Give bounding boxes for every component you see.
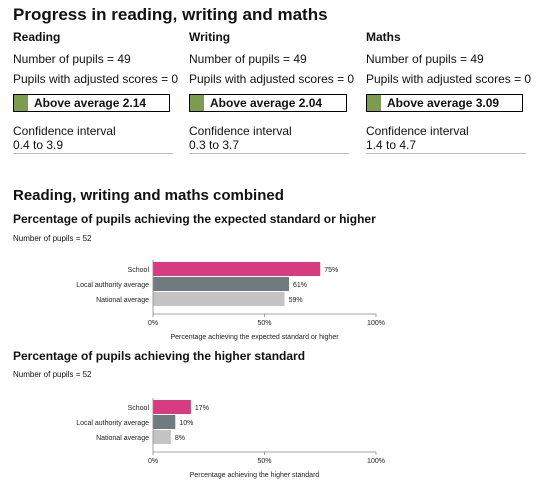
score-label: Above average 3.09: [387, 96, 500, 110]
score-box: Above average 2.14: [13, 94, 170, 112]
score-swatch: [190, 95, 204, 111]
higher-standard-chart: School 17% Local authority average 10% Natio…: [76, 398, 385, 479]
bar: [153, 292, 285, 306]
x-axis-label: Percentage achieving the higher standard: [190, 472, 320, 479]
bar: [153, 430, 171, 444]
tick-label: 50%: [257, 458, 271, 465]
value-label: 17%: [195, 405, 209, 412]
pupil-count: Number of pupils = 49: [189, 52, 307, 66]
ci-value: 0.4 to 3.9: [13, 138, 64, 152]
pupil-count: Number of pupils = 49: [366, 52, 484, 66]
score-swatch: [14, 95, 28, 111]
score-box: Above average 2.04: [189, 94, 347, 112]
bar: [153, 262, 321, 276]
ci-value: 1.4 to 4.7: [366, 138, 417, 152]
value-label: 59%: [289, 297, 303, 304]
chart-note-higher: Number of pupils = 52: [13, 370, 92, 379]
ci-label: Confidence interval: [189, 124, 292, 138]
ci-label: Confidence interval: [366, 124, 469, 138]
value-label: 75%: [324, 267, 338, 274]
adjusted-count: Pupils with adjusted scores = 0: [189, 72, 355, 86]
tick-label: 0%: [148, 458, 158, 465]
category-label: National average: [96, 297, 149, 304]
tick-label: 100%: [367, 320, 385, 327]
bar: [153, 277, 290, 291]
adjusted-count: Pupils with adjusted scores = 0: [366, 72, 532, 86]
score-label: Above average 2.04: [210, 96, 323, 110]
combined-title: Reading, writing and maths combined: [13, 187, 284, 204]
chart-title-expected: Percentage of pupils achieving the expec…: [13, 212, 376, 226]
category-label: Local authority average: [76, 282, 149, 289]
divider: [366, 153, 526, 154]
subject-title: Reading: [13, 30, 61, 44]
subject-title: Maths: [366, 30, 401, 44]
tick-label: 100%: [367, 458, 385, 465]
category-label: National average: [96, 435, 149, 442]
bar: [153, 415, 176, 429]
score-label: Above average 2.14: [34, 96, 147, 110]
bar: [153, 400, 191, 414]
category-label: School: [128, 267, 150, 274]
tick-label: 50%: [257, 320, 271, 327]
category-label: Local authority average: [76, 420, 149, 427]
chart-note-expected: Number of pupils = 52: [13, 234, 92, 243]
progress-title: Progress in reading, writing and maths: [13, 5, 328, 24]
tick-label: 0%: [148, 320, 158, 327]
value-label: 10%: [179, 420, 193, 427]
x-axis-label: Percentage achieving the expected standa…: [170, 334, 339, 341]
subject-title: Writing: [189, 30, 231, 44]
pupil-count: Number of pupils = 49: [13, 52, 131, 66]
chart-title-higher: Percentage of pupils achieving the highe…: [13, 349, 306, 363]
category-label: School: [128, 405, 150, 412]
divider: [13, 153, 173, 154]
value-label: 8%: [175, 435, 185, 442]
ci-label: Confidence interval: [13, 124, 116, 138]
score-swatch: [367, 95, 381, 111]
divider: [189, 153, 349, 154]
adjusted-count: Pupils with adjusted scores = 0: [13, 72, 179, 86]
ci-value: 0.3 to 3.7: [189, 138, 240, 152]
score-box: Above average 3.09: [366, 94, 523, 112]
expected-standard-chart: School 75% Local authority average 61% Natio…: [76, 260, 385, 341]
value-label: 61%: [293, 282, 307, 289]
